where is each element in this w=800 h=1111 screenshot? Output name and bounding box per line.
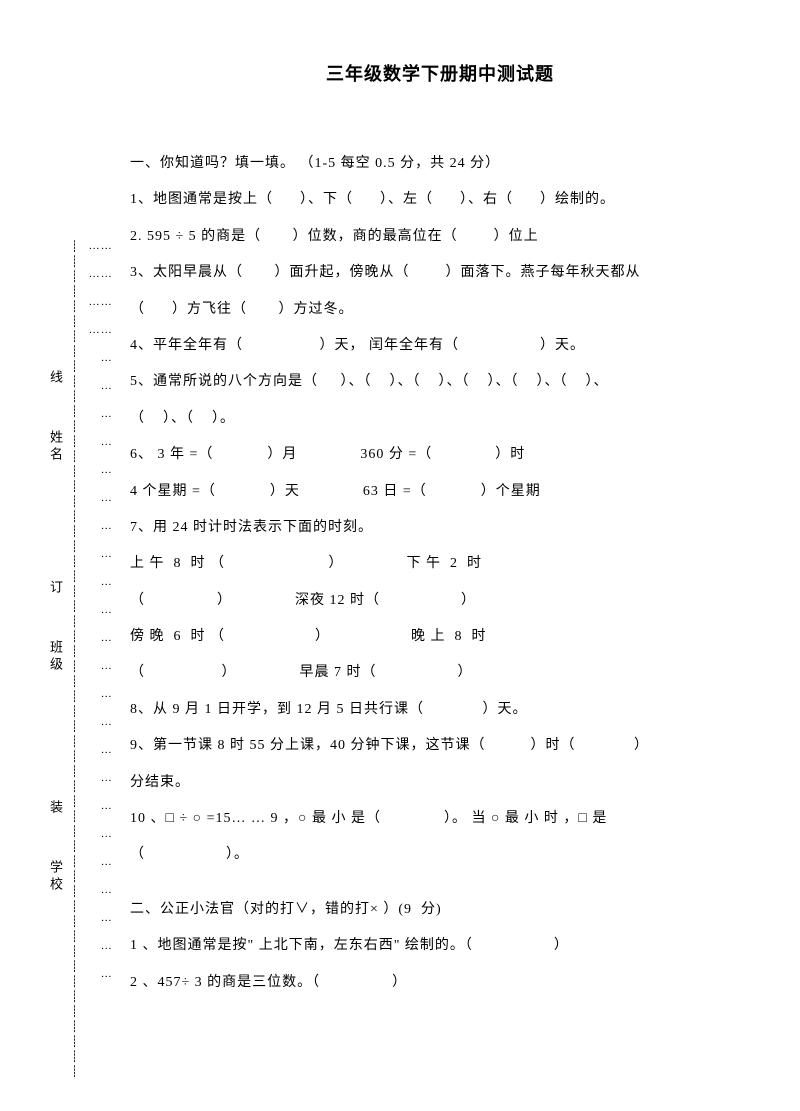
q6a: 6、 3 年 =（ ）月 360 分 =（ ）时 — [130, 437, 750, 473]
document-title: 三年级数学下册期中测试题 — [130, 60, 750, 86]
sidebar-label-class: 班级 — [46, 640, 65, 674]
sidebar-mark-ding: 订 — [46, 580, 65, 597]
q7a: 上 午 8 时 （ ） 下 午 2 时 — [130, 546, 750, 582]
q10b: （ ）。 — [130, 837, 750, 873]
q1: 1、地图通常是按上（ ）、下（ ）、左（ ）、右（ ）绘制的。 — [130, 182, 750, 218]
q5: 5、通常所说的八个方向是（ ）、（ ）、（ ）、（ ）、（ ）、（ ）、 — [130, 364, 750, 400]
section2-heading: 二、公正小法官（对的打∨，错的打× ）(9 分) — [130, 892, 750, 928]
sidebar-mark-xian: 线 — [46, 370, 65, 387]
q9b: 分结束。 — [130, 765, 750, 801]
q2: 2. 595 ÷ 5 的商是（ ）位数，商的最高位在（ ）位上 — [130, 219, 750, 255]
q3b: （ ）方飞往（ ）方过冬。 — [130, 292, 750, 328]
q3: 3、太阳早晨从（ ）面升起，傍晚从（ ）面落下。燕子每年秋天都从 — [130, 255, 750, 291]
q9: 9、第一节课 8 时 55 分上课，40 分钟下课，这节课（ ）时（ ） — [130, 728, 750, 764]
s2q1: 1 、地图通常是按" 上北下南，左东右西" 绘制的。（ ） — [130, 928, 750, 964]
s2q2: 2 、457÷ 3 的商是三位数。（ ） — [130, 965, 750, 1001]
sidebar-label-name: 姓名 — [46, 430, 65, 464]
q10: 10 、□ ÷ ○ =15… … 9 ，○ 最 小 是（ ）。 当 ○ 最 小 … — [130, 801, 750, 837]
q4: 4、平年全年有（ ）天， 闰年全年有（ ）天。 — [130, 328, 750, 364]
sidebar-label-school: 学校 — [46, 860, 65, 894]
q7b: （ ） 深夜 12 时（ ） — [130, 583, 750, 619]
page-content: 三年级数学下册期中测试题 一、你知道吗？填一填。 （1-5 每空 0.5 分，共… — [130, 60, 750, 1001]
sidebar-dots-line: … … … … … … … … … … … … … … … … … … … … … — [88, 240, 112, 990]
q7: 7、用 24 时计时法表示下面的时刻。 — [130, 510, 750, 546]
sidebar-mark-zhuang: 装 — [46, 800, 65, 817]
q8: 8、从 9 月 1 日开学，到 12 月 5 日共行课（ ）天。 — [130, 692, 750, 728]
q5b: （ ）、（ ）。 — [130, 401, 750, 437]
sidebar-dash-line: ┊┊┊┊┊┊┊┊┊┊┊┊┊┊┊┊┊┊┊┊┊┊┊┊┊┊┊┊┊┊┊┊┊┊┊┊┊┊┊┊… — [68, 240, 80, 1080]
section1-heading: 一、你知道吗？填一填。 （1-5 每空 0.5 分，共 24 分） — [130, 146, 750, 182]
q7c: 傍 晚 6 时 （ ） 晚 上 8 时 — [130, 619, 750, 655]
q6b: 4 个星期 =（ ）天 63 日 =（ ）个星期 — [130, 474, 750, 510]
q7d: （ ） 早晨 7 时（ ） — [130, 655, 750, 691]
